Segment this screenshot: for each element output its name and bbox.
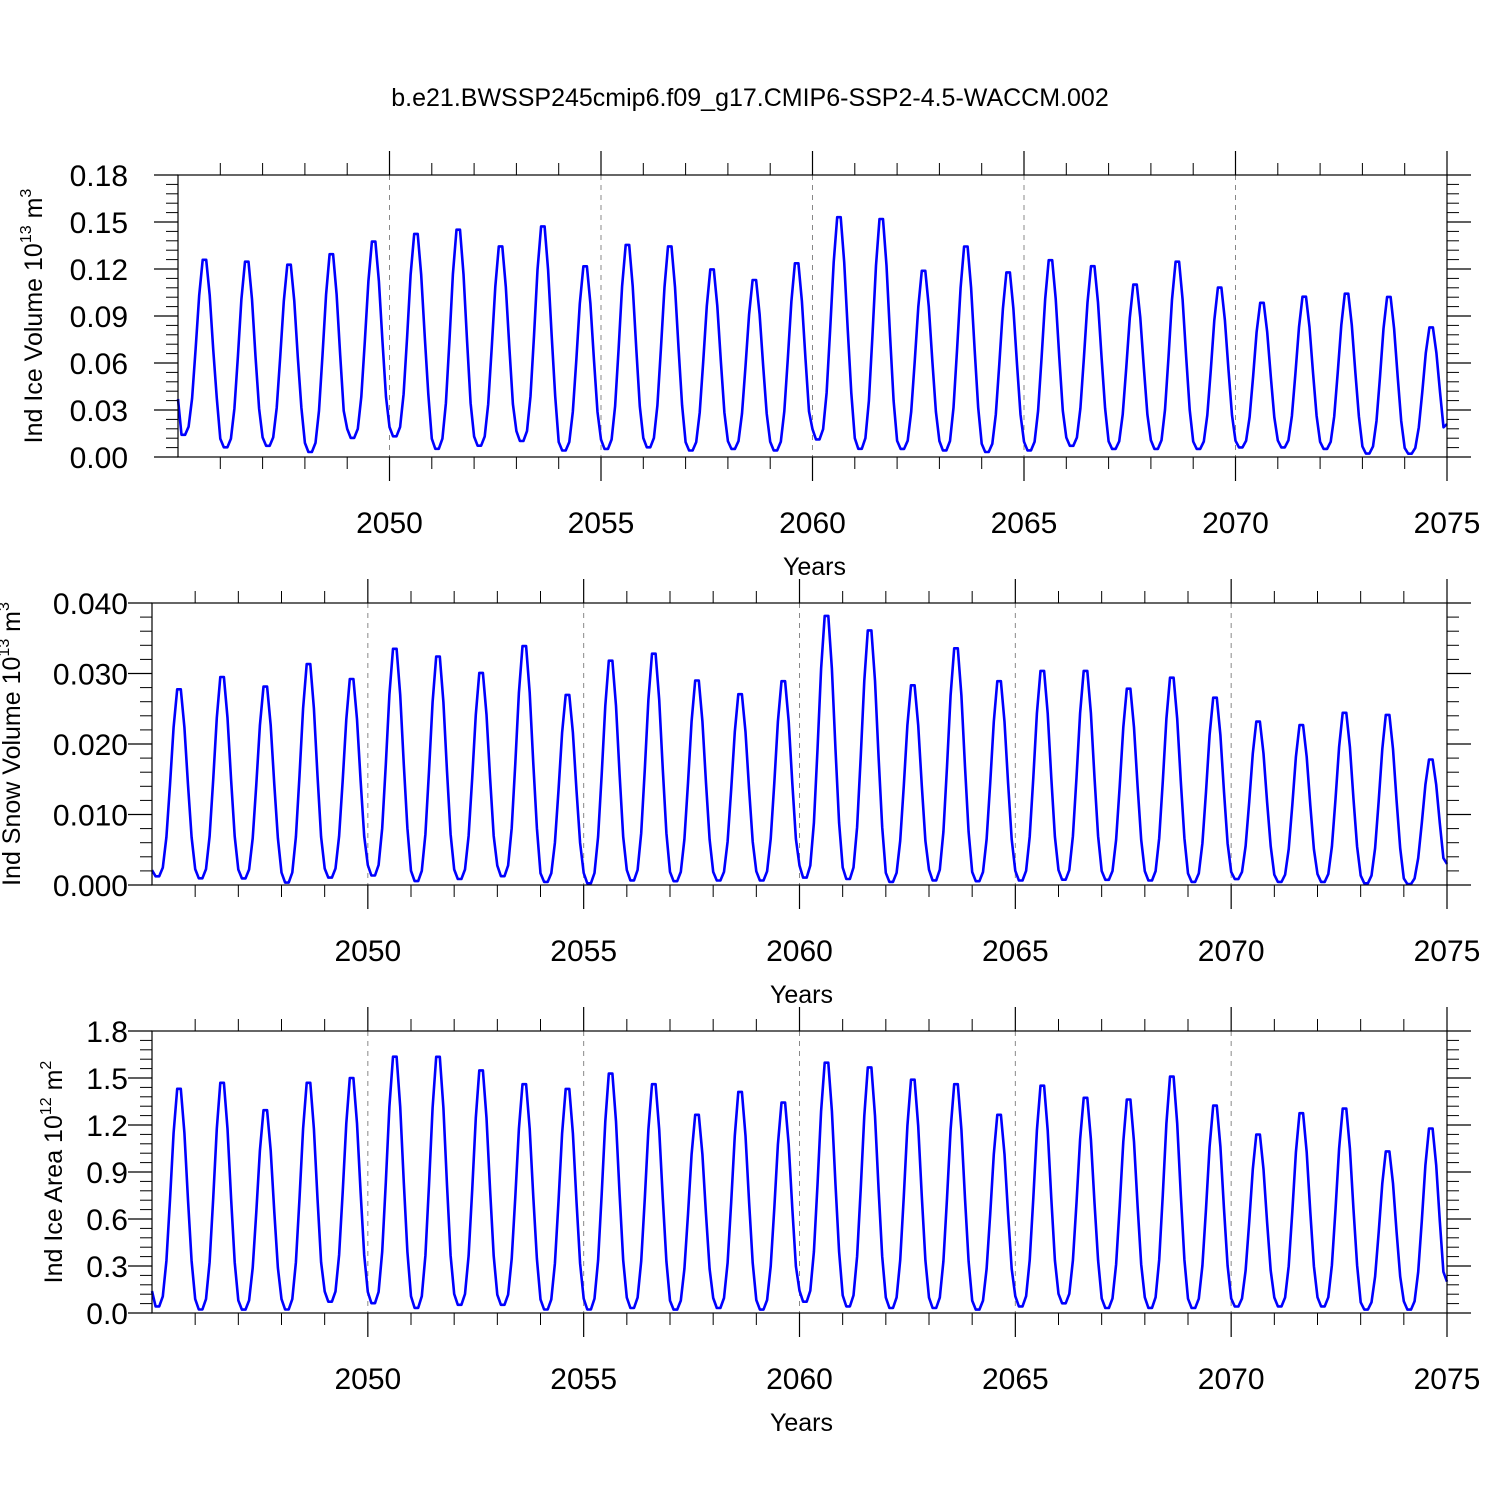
y-axis-title-unit-exponent: 3 [0, 602, 13, 611]
y-axis-title-text: Ind Ice Volume 10 [20, 243, 48, 443]
y-tick-label: 0.09 [70, 301, 128, 334]
x-tick-label: 2070 [1198, 935, 1265, 968]
y-axis-title: Ind Snow Volume 1013 m3 [0, 602, 26, 886]
x-tick-label: 2065 [982, 935, 1049, 968]
y-tick-label: 0.12 [70, 254, 128, 287]
series-line [176, 215, 1448, 455]
y-axis-title: Ind Ice Area 1012 m2 [38, 1061, 68, 1284]
x-axis-title: Years [770, 981, 833, 1009]
y-tick-label: 0.15 [70, 207, 128, 240]
y-tick-label: 1.8 [86, 1016, 128, 1049]
y-axis-title-unit: m [40, 1070, 68, 1098]
y-axis-title-unit-exponent: 2 [38, 1061, 55, 1070]
y-axis-title-unit: m [20, 198, 48, 226]
x-tick-label: 2055 [550, 1363, 617, 1396]
x-tick-label: 2060 [766, 1363, 833, 1396]
x-tick-label: 2075 [1414, 507, 1481, 540]
y-axis-title-unit-exponent: 3 [18, 189, 35, 198]
x-tick-label: 2065 [991, 507, 1058, 540]
y-tick-label: 0.03 [70, 395, 128, 428]
x-tick-label: 2050 [334, 935, 401, 968]
y-tick-label: 0.06 [70, 348, 128, 381]
y-axis-title-text: Ind Ice Area 10 [40, 1115, 68, 1283]
x-tick-label: 2055 [568, 507, 635, 540]
chart-title: b.e21.BWSSP245cmip6.f09_g17.CMIP6-SSP2-4… [391, 84, 1109, 112]
y-tick-label: 0.18 [70, 160, 128, 193]
y-axis-title-exponent: 12 [38, 1097, 55, 1115]
y-tick-label: 0.000 [53, 870, 128, 903]
y-tick-label: 0.9 [86, 1157, 128, 1190]
panel-snow-volume: 0.000 0.010 0.020 0.030 0.040 2050 2055 2060 206… [0, 579, 1480, 1009]
y-tick-label: 0.6 [86, 1204, 128, 1237]
y-tick-label: 0.030 [53, 659, 128, 692]
x-tick-label: 2050 [334, 1363, 401, 1396]
y-tick-label: 1.2 [86, 1110, 128, 1143]
panel-ice-volume: 0.00 0.03 0.06 0.09 0.12 0.15 0.18 2050 2055 2060… [18, 151, 1480, 581]
x-axis-title: Years [770, 1409, 833, 1437]
x-tick-label: 2060 [779, 507, 846, 540]
y-tick-label: 1.5 [86, 1063, 128, 1096]
x-tick-label: 2055 [550, 935, 617, 968]
series-line [150, 614, 1449, 886]
y-tick-label: 0.010 [53, 800, 128, 833]
series-line [150, 1055, 1449, 1311]
y-tick-label: 0.020 [53, 729, 128, 762]
y-axis-title-text: Ind Snow Volume 10 [0, 657, 26, 886]
x-tick-label: 2065 [982, 1363, 1049, 1396]
y-tick-label: 0.0 [86, 1298, 128, 1331]
y-axis-title-unit: m [0, 611, 26, 639]
panel-ice-area: 0.0 0.3 0.6 0.9 1.2 1.5 1.8 2050 2055 2060 2065 207… [38, 1007, 1480, 1437]
x-tick-label: 2070 [1198, 1363, 1265, 1396]
y-axis-title: Ind Ice Volume 1013 m3 [18, 189, 48, 444]
y-tick-label: 0.00 [70, 442, 128, 475]
x-tick-label: 2075 [1414, 935, 1481, 968]
x-tick-label: 2060 [766, 935, 833, 968]
y-tick-label: 0.3 [86, 1251, 128, 1284]
x-tick-label: 2075 [1414, 1363, 1481, 1396]
x-tick-label: 2050 [356, 507, 423, 540]
y-axis-title-exponent: 13 [18, 225, 35, 243]
x-axis-title: Years [783, 553, 846, 581]
x-tick-label: 2070 [1202, 507, 1269, 540]
y-tick-label: 0.040 [53, 588, 128, 621]
y-axis-title-exponent: 13 [0, 639, 13, 657]
